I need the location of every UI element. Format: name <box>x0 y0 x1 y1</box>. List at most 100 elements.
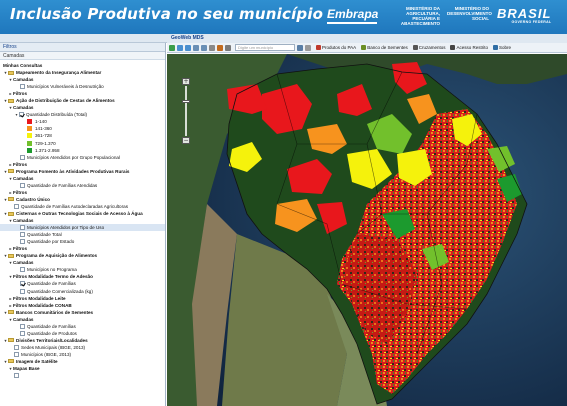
brazil-map[interactable] <box>167 54 567 406</box>
layer-checkbox[interactable] <box>19 112 24 118</box>
municipality-polygon[interactable] <box>307 124 347 154</box>
municipality-search-input[interactable]: Digite um município <box>235 44 295 51</box>
toolbar-button-cross[interactable]: Cruzamentos <box>412 45 445 50</box>
layer-checkbox[interactable] <box>20 239 25 245</box>
expand-arrow-icon[interactable]: ▾ <box>15 112 18 118</box>
toolbar-button-seed[interactable]: Banco de Sementes <box>361 45 408 50</box>
expand-arrow-icon[interactable]: ▾ <box>4 98 7 104</box>
collapse-arrow-icon[interactable]: ▸ <box>9 189 12 195</box>
expand-arrow-icon[interactable]: ▾ <box>9 316 12 322</box>
expand-arrow-icon[interactable]: ▾ <box>4 309 7 315</box>
layer-group[interactable]: ▾ Ação de Distribuição de Cestas de Alime… <box>0 97 165 104</box>
toolbar-button-info[interactable]: Sobre <box>493 45 511 50</box>
municipality-polygon[interactable] <box>337 84 372 116</box>
municipality-polygon[interactable] <box>407 94 437 124</box>
municipality-polygon[interactable] <box>367 114 412 154</box>
layer-group[interactable]: ▾ Programa Fomento às Atividades Produtiv… <box>0 168 165 175</box>
back-icon[interactable] <box>193 44 199 51</box>
collapse-arrow-icon[interactable]: ▸ <box>9 91 12 97</box>
search-icon[interactable] <box>297 44 303 51</box>
layer-checkbox[interactable] <box>14 344 19 350</box>
tree-node[interactable]: ▸ Filtros Modalidade CONAB <box>0 302 165 309</box>
expand-arrow-icon[interactable]: ▾ <box>9 77 12 83</box>
layer-checkbox[interactable] <box>20 232 25 238</box>
layer-group[interactable]: ▾ Cisternas e Outras Tecnologias Sociais … <box>0 210 165 217</box>
municipality-polygon[interactable] <box>452 114 482 146</box>
layer-checkbox[interactable] <box>20 225 25 231</box>
layer-group[interactable]: ▾ Bancos Comunitários de Sementes <box>0 309 165 316</box>
municipality-polygon[interactable] <box>229 142 262 172</box>
expand-arrow-icon[interactable]: ▾ <box>4 70 7 76</box>
expand-arrow-icon[interactable]: ▾ <box>9 175 12 181</box>
layer-checkbox[interactable] <box>14 203 19 209</box>
expand-arrow-icon[interactable]: ▾ <box>9 218 12 224</box>
municipality-polygon[interactable] <box>382 209 415 239</box>
layer-group[interactable]: ▾ Cadastro Único <box>0 196 165 203</box>
layer-item[interactable]: Quantidade Total <box>0 231 165 238</box>
zoom-slider-handle[interactable] <box>182 100 190 103</box>
expand-arrow-icon[interactable]: ▾ <box>4 358 7 364</box>
layer-item[interactable]: Quantidade de Famílias Atendidas <box>0 182 165 189</box>
layer-item[interactable] <box>0 372 165 379</box>
tree-node[interactable]: ▾ Camadas <box>0 76 165 83</box>
toolbar-button-basket[interactable]: Produtos do PAA <box>316 45 356 50</box>
collapse-arrow-icon[interactable]: ▸ <box>9 295 12 301</box>
layer-group[interactable]: ▾ Programa de Aquisição de Alimentos <box>0 252 165 259</box>
print-icon[interactable] <box>225 44 231 51</box>
expand-arrow-icon[interactable]: ▾ <box>9 105 12 111</box>
tree-node[interactable]: ▸ Filtros <box>0 245 165 252</box>
layer-checkbox[interactable] <box>20 267 25 273</box>
layer-checkbox[interactable] <box>20 281 25 287</box>
tree-node[interactable]: ▾ Camadas <box>0 316 165 323</box>
legend-icon[interactable] <box>305 44 311 51</box>
layer-checkbox[interactable] <box>20 330 25 336</box>
layer-group[interactable]: ▾ Divisões Territoriais/Localidades <box>0 337 165 344</box>
layer-item[interactable]: Quantidade por Estado <box>0 238 165 245</box>
layer-item[interactable]: Municípios Atendidos por Grupo Populacio… <box>0 154 165 161</box>
tree-node[interactable]: ▸ Filtros <box>0 90 165 97</box>
municipality-polygon[interactable] <box>422 244 449 270</box>
expand-arrow-icon[interactable]: ▾ <box>4 211 7 216</box>
tree-node[interactable]: ▾ Mapas Base <box>0 365 165 372</box>
expand-arrow-icon[interactable]: ▾ <box>4 196 7 202</box>
zoom-slider[interactable] <box>182 86 190 136</box>
expand-arrow-icon[interactable]: ▾ <box>9 260 12 266</box>
layer-item[interactable]: ▾ Quantidade Distribuída (Total) <box>0 111 165 118</box>
layer-group[interactable]: ▾ Mapeamento da Insegurança Alimentar <box>0 69 165 76</box>
tree-node[interactable]: ▾ Camadas <box>0 175 165 182</box>
expand-arrow-icon[interactable]: ▾ <box>4 168 7 174</box>
municipality-polygon[interactable] <box>287 159 332 194</box>
municipality-polygon[interactable] <box>317 202 347 234</box>
municipality-polygon[interactable] <box>347 149 392 189</box>
tree-node[interactable]: ▾ Camadas <box>0 217 165 224</box>
tree-node[interactable]: ▾ Filtros Modalidade Termo de Adesão <box>0 273 165 280</box>
tree-node[interactable]: ▸ Filtros <box>0 189 165 196</box>
layer-item[interactable]: Municípios Atendidos por Tipo de Uso <box>0 224 165 232</box>
sidebar-header[interactable]: Filtros <box>0 43 165 52</box>
expand-arrow-icon[interactable]: ▾ <box>4 253 7 259</box>
layer-item[interactable]: Municípios (IBGE, 2013) <box>0 351 165 358</box>
layer-item[interactable]: Quantidade de Famílias <box>0 280 165 287</box>
info-tool-icon[interactable] <box>217 44 223 51</box>
tree-node[interactable]: ▸ Filtros <box>0 161 165 168</box>
zoom-in-tool-icon[interactable] <box>177 44 183 51</box>
zoom-out-tool-icon[interactable] <box>185 44 191 51</box>
layer-checkbox[interactable] <box>20 288 25 294</box>
municipality-polygon[interactable] <box>392 62 427 94</box>
expand-arrow-icon[interactable]: ▾ <box>9 274 12 280</box>
collapse-arrow-icon[interactable]: ▸ <box>9 246 12 252</box>
expand-arrow-icon[interactable]: ▾ <box>9 366 12 372</box>
tree-node[interactable]: ▾ Camadas <box>0 259 165 266</box>
layer-checkbox[interactable] <box>20 323 25 329</box>
layer-checkbox[interactable] <box>20 154 25 160</box>
layer-item[interactable]: Quantidade Comercializada (kg) <box>0 288 165 295</box>
layer-item[interactable]: Sedes Municipais (IBGE, 2013) <box>0 344 165 351</box>
tree-node[interactable]: ▸ Filtros Modalidade Leite <box>0 295 165 302</box>
municipality-polygon[interactable] <box>397 149 432 186</box>
layer-item[interactable]: Municípios no Programa <box>0 266 165 273</box>
layer-checkbox[interactable] <box>14 351 19 357</box>
collapse-arrow-icon[interactable]: ▸ <box>9 161 12 167</box>
expand-arrow-icon[interactable]: ▾ <box>4 337 7 343</box>
measure-icon[interactable] <box>209 44 215 51</box>
forward-icon[interactable] <box>201 44 207 51</box>
